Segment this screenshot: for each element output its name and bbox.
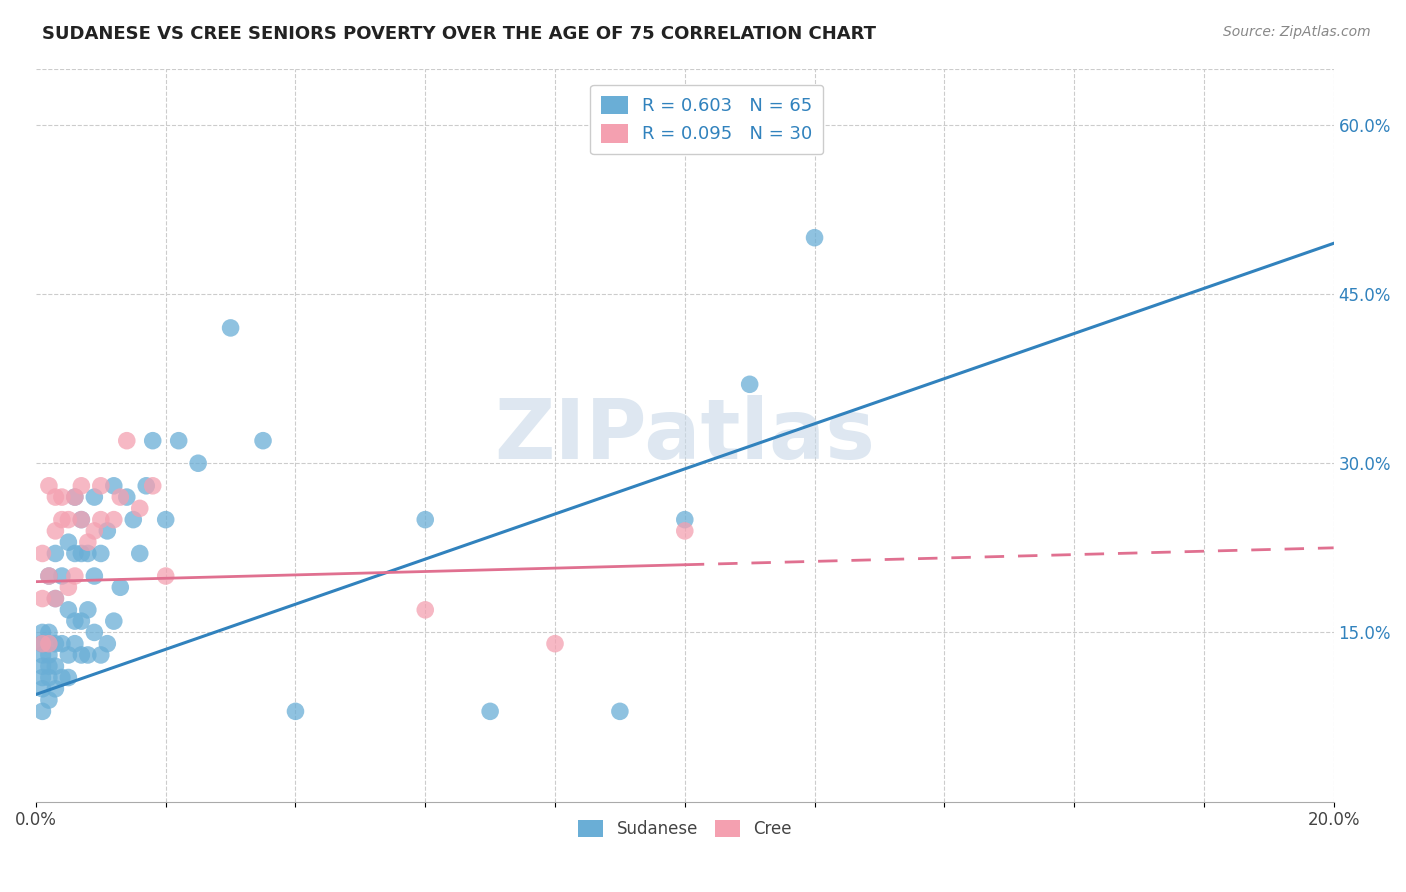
Point — [187, 456, 209, 470]
Point — [142, 434, 165, 448]
Point — [96, 637, 118, 651]
Point — [96, 524, 118, 538]
Point — [284, 704, 307, 718]
Point — [122, 513, 145, 527]
Point — [738, 377, 761, 392]
Point — [58, 648, 80, 662]
Point — [103, 513, 125, 527]
Point — [76, 546, 98, 560]
Point — [128, 546, 150, 560]
Point — [44, 591, 66, 606]
Point — [31, 637, 53, 651]
Point — [31, 648, 53, 662]
Point — [38, 637, 60, 651]
Point — [63, 569, 86, 583]
Point — [609, 704, 631, 718]
Point — [90, 513, 112, 527]
Point — [58, 603, 80, 617]
Point — [63, 490, 86, 504]
Point — [413, 603, 436, 617]
Point — [31, 637, 53, 651]
Point — [31, 546, 53, 560]
Point — [38, 569, 60, 583]
Point — [90, 648, 112, 662]
Point — [70, 546, 93, 560]
Point — [803, 230, 825, 244]
Point — [38, 637, 60, 651]
Point — [51, 513, 73, 527]
Point — [70, 648, 93, 662]
Point — [44, 637, 66, 651]
Point — [90, 546, 112, 560]
Point — [63, 614, 86, 628]
Point — [38, 693, 60, 707]
Point — [142, 479, 165, 493]
Point — [413, 513, 436, 527]
Point — [63, 637, 86, 651]
Point — [58, 513, 80, 527]
Legend: Sudanese, Cree: Sudanese, Cree — [571, 813, 799, 845]
Point — [63, 490, 86, 504]
Point — [479, 704, 502, 718]
Point — [110, 490, 132, 504]
Point — [31, 704, 53, 718]
Point — [219, 321, 242, 335]
Point — [31, 681, 53, 696]
Point — [31, 671, 53, 685]
Point — [83, 524, 105, 538]
Point — [110, 580, 132, 594]
Point — [167, 434, 190, 448]
Point — [38, 659, 60, 673]
Point — [115, 434, 138, 448]
Point — [155, 569, 177, 583]
Point — [58, 671, 80, 685]
Point — [38, 671, 60, 685]
Point — [44, 546, 66, 560]
Point — [673, 524, 696, 538]
Point — [38, 648, 60, 662]
Point — [128, 501, 150, 516]
Point — [544, 637, 567, 651]
Point — [44, 524, 66, 538]
Point — [83, 569, 105, 583]
Point — [58, 535, 80, 549]
Point — [51, 671, 73, 685]
Point — [38, 479, 60, 493]
Point — [31, 591, 53, 606]
Point — [51, 490, 73, 504]
Point — [70, 513, 93, 527]
Point — [44, 490, 66, 504]
Point — [115, 490, 138, 504]
Point — [44, 659, 66, 673]
Point — [155, 513, 177, 527]
Point — [103, 614, 125, 628]
Point — [76, 648, 98, 662]
Point — [83, 490, 105, 504]
Point — [673, 513, 696, 527]
Text: ZIPatlas: ZIPatlas — [495, 394, 876, 475]
Point — [51, 569, 73, 583]
Point — [31, 625, 53, 640]
Text: SUDANESE VS CREE SENIORS POVERTY OVER THE AGE OF 75 CORRELATION CHART: SUDANESE VS CREE SENIORS POVERTY OVER TH… — [42, 25, 876, 43]
Point — [76, 535, 98, 549]
Point — [38, 625, 60, 640]
Text: Source: ZipAtlas.com: Source: ZipAtlas.com — [1223, 25, 1371, 39]
Point — [70, 614, 93, 628]
Point — [70, 513, 93, 527]
Point — [51, 637, 73, 651]
Point — [90, 479, 112, 493]
Point — [83, 625, 105, 640]
Point — [38, 569, 60, 583]
Point — [135, 479, 157, 493]
Point — [31, 659, 53, 673]
Point — [76, 603, 98, 617]
Point — [31, 637, 53, 651]
Point — [44, 591, 66, 606]
Point — [252, 434, 274, 448]
Point — [63, 546, 86, 560]
Point — [70, 479, 93, 493]
Point — [103, 479, 125, 493]
Point — [58, 580, 80, 594]
Point — [44, 681, 66, 696]
